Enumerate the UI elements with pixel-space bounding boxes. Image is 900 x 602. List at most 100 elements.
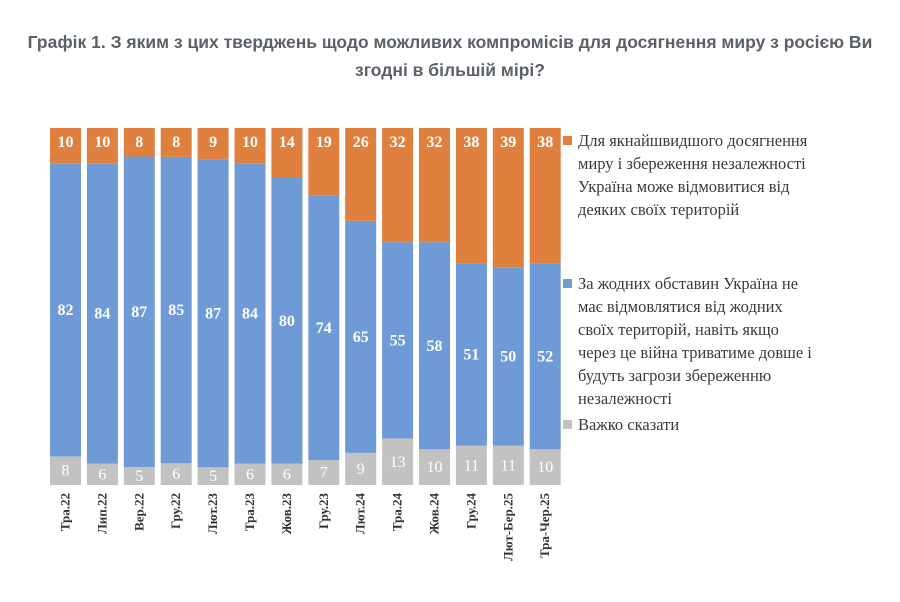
- legend-label: через це війна триватиме довше і: [578, 343, 812, 362]
- legend-swatch: [563, 420, 572, 429]
- data-label: 50: [500, 348, 516, 365]
- bar-segment: [271, 177, 303, 464]
- data-label: 5: [135, 468, 143, 485]
- bar-segment: [234, 128, 266, 164]
- legend-label: За жодних обставин Україна не: [578, 274, 798, 293]
- legend-label: будуть загрози збереженню: [578, 366, 771, 385]
- data-label: 32: [390, 134, 406, 151]
- bar-segment: [492, 128, 524, 268]
- data-label: 6: [172, 466, 180, 483]
- bar-segment: [455, 128, 487, 264]
- x-tick-label: Лют.23: [205, 493, 220, 535]
- data-label: 38: [463, 134, 479, 151]
- legend-label: Україна може відмовитися від: [578, 177, 790, 196]
- x-tick-label: Гру.24: [463, 493, 478, 529]
- bar-segment: [419, 128, 450, 243]
- data-label: 87: [205, 306, 221, 323]
- data-label: 8: [62, 463, 70, 480]
- bar-segment: [455, 263, 487, 446]
- bar-segment: [123, 128, 155, 157]
- bar-segment: [345, 220, 377, 453]
- data-label: 11: [464, 457, 479, 474]
- x-tick-label: Тра.23: [242, 493, 257, 532]
- data-label: 10: [94, 134, 110, 151]
- data-label: 9: [357, 461, 365, 478]
- x-tick-label: Тра.24: [390, 493, 405, 532]
- data-label: 74: [316, 320, 332, 337]
- data-label: 10: [242, 134, 258, 151]
- bar-segment: [197, 128, 229, 160]
- bar-segment: [50, 128, 81, 164]
- data-label: 82: [58, 302, 74, 319]
- bar-segment: [271, 463, 303, 485]
- legend-label: деяких своїх територій: [578, 200, 739, 219]
- legend-swatch: [563, 136, 572, 145]
- legend-swatch: [563, 279, 572, 288]
- bar-segment: [419, 449, 450, 485]
- data-label: 11: [501, 457, 516, 474]
- data-label: 14: [279, 134, 295, 151]
- x-tick-label: Вер.22: [131, 493, 146, 531]
- bar-segment: [50, 456, 81, 485]
- bar-segment: [86, 128, 118, 164]
- data-label: 10: [58, 134, 74, 151]
- data-label: 84: [94, 306, 110, 323]
- bar-segment: [308, 460, 340, 485]
- bar-segment: [234, 163, 266, 464]
- bar-segment: [160, 128, 192, 157]
- bar-segment: [50, 163, 81, 457]
- bar-segment: [492, 267, 524, 446]
- legend-label: миру і збереження незалежності: [578, 154, 806, 173]
- data-label: 26: [353, 134, 369, 151]
- data-label: 58: [427, 338, 443, 355]
- data-label: 87: [131, 304, 147, 321]
- x-tick-label: Тра.22: [58, 493, 73, 531]
- legend-label: має відмовлятися від жодних: [578, 297, 784, 316]
- data-label: 55: [390, 332, 406, 349]
- bar-segment: [308, 128, 340, 196]
- bar-segment: [382, 128, 414, 243]
- data-label: 85: [168, 302, 184, 319]
- bar-segment: [382, 438, 414, 485]
- data-label: 6: [98, 466, 106, 483]
- data-label: 8: [135, 134, 143, 151]
- data-label: 10: [537, 459, 553, 476]
- bar-segment: [123, 156, 155, 468]
- bar-segment: [271, 128, 303, 178]
- bar-segment: [234, 463, 266, 485]
- bar-segment: [419, 242, 450, 450]
- x-tick-label: Тра-Чер.25: [537, 493, 552, 559]
- data-label: 13: [390, 454, 406, 471]
- data-label: 7: [320, 465, 328, 482]
- legend-label: своїх територій, навіть якщо: [578, 320, 779, 339]
- bar-segment: [160, 156, 192, 464]
- bar-segment: [197, 467, 229, 485]
- legend-label: Для якнайшвидшого досягнення: [578, 131, 808, 150]
- data-label: 5: [209, 468, 217, 485]
- data-label: 9: [209, 134, 217, 151]
- bar-segment: [160, 463, 192, 485]
- data-label: 84: [242, 306, 258, 323]
- legend-label: незалежності: [578, 389, 672, 408]
- data-label: 6: [246, 466, 254, 483]
- data-label: 38: [537, 134, 553, 151]
- data-label: 51: [463, 347, 479, 364]
- bar-segment: [123, 467, 155, 485]
- data-label: 65: [353, 329, 369, 346]
- data-label: 8: [172, 134, 180, 151]
- data-label: 39: [500, 134, 516, 151]
- bar-segment: [86, 163, 118, 464]
- x-tick-label: Лип.22: [94, 493, 109, 534]
- x-tick-label: Гру.22: [168, 493, 183, 529]
- bar-segment: [86, 463, 118, 485]
- data-label: 19: [316, 134, 332, 151]
- bar-segment: [492, 445, 524, 485]
- legend-label: Важко сказати: [578, 415, 679, 434]
- data-label: 52: [537, 348, 553, 365]
- data-label: 6: [283, 466, 291, 483]
- bar-segment: [529, 128, 561, 264]
- bar-segment: [345, 452, 377, 485]
- bar-segment: [197, 159, 229, 468]
- data-label: 10: [427, 459, 443, 476]
